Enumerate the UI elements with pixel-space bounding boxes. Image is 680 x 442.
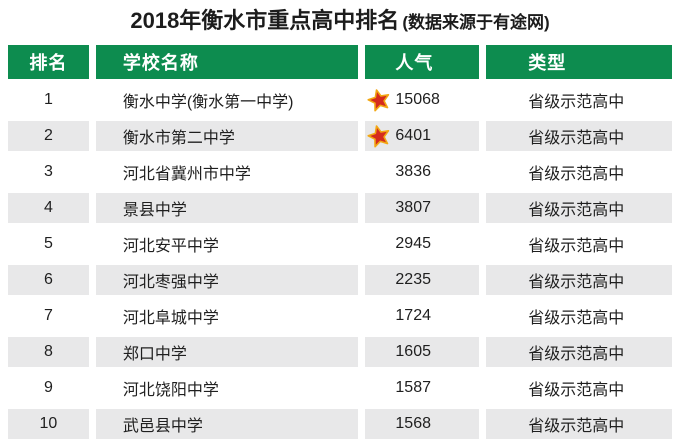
school-type-cell: 省级示范高中 [486,373,672,403]
popularity-cell: 2945 [365,229,480,259]
school-name-cell: 衡水市第二中学 [95,121,359,151]
table-header-row: 排名 学校名称 人气 类型 [8,45,672,79]
rank-cell: 7 [8,301,89,331]
column-header-rank: 排名 [8,45,89,79]
school-name-cell: 河北阜城中学 [95,301,359,331]
popularity-cell: 2235 [365,265,480,295]
popularity-value: 3807 [395,199,431,216]
popularity-cell: 1587 [365,373,480,403]
popularity-value: 1724 [395,307,431,324]
school-name-cell: 景县中学 [95,193,359,223]
popularity-cell: 3836 [365,157,480,187]
table-body: 1 衡水中学(衡水第一中学) 15068 省级示范高中 2 衡水市第二中学 6401 省级示范… [8,85,672,439]
popularity-cell: 15068 [365,85,480,115]
table-row: 2 衡水市第二中学 6401 省级示范高中 [8,121,672,151]
column-header-school: 学校名称 [95,45,359,79]
table-row: 3 河北省冀州市中学 3836 省级示范高中 [8,157,672,187]
table-row: 8 郑口中学 1605 省级示范高中 [8,337,672,367]
rank-cell: 3 [8,157,89,187]
school-name-cell: 河北枣强中学 [95,265,359,295]
popularity-value: 1605 [395,343,431,360]
table-row: 1 衡水中学(衡水第一中学) 15068 省级示范高中 [8,85,672,115]
school-name-cell: 河北饶阳中学 [95,373,359,403]
popularity-cell: 6401 [365,121,480,151]
rank-cell: 9 [8,373,89,403]
rank-cell: 10 [8,409,89,439]
table-row: 10 武邑县中学 1568 省级示范高中 [8,409,672,439]
school-name-cell: 武邑县中学 [95,409,359,439]
table-row: 9 河北饶阳中学 1587 省级示范高中 [8,373,672,403]
popularity-cell: 3807 [365,193,480,223]
rank-cell: 8 [8,337,89,367]
popularity-value: 2235 [395,271,431,288]
school-name-cell: 郑口中学 [95,337,359,367]
popularity-cell: 1724 [365,301,480,331]
popularity-value: 3836 [395,163,431,180]
school-type-cell: 省级示范高中 [486,85,672,115]
ranking-table: 排名 学校名称 人气 类型 1 衡水中学(衡水第一中学) 15068 省级示范高中 2 衡… [8,45,672,439]
popularity-value: 1568 [395,415,431,432]
school-type-cell: 省级示范高中 [486,157,672,187]
school-type-cell: 省级示范高中 [486,193,672,223]
title-main: 2018年衡水市重点高中排名 [130,8,400,33]
rank-cell: 6 [8,265,89,295]
rank-cell: 5 [8,229,89,259]
rank-cell: 1 [8,85,89,115]
school-type-cell: 省级示范高中 [486,265,672,295]
school-type-cell: 省级示范高中 [486,121,672,151]
page-title: 2018年衡水市重点高中排名 (数据来源于有途网) [0,0,680,36]
title-source-note: (数据来源于有途网) [402,13,550,32]
school-type-cell: 省级示范高中 [486,409,672,439]
popularity-value: 6401 [395,127,431,144]
column-header-type: 类型 [486,45,672,79]
table-row: 7 河北阜城中学 1724 省级示范高中 [8,301,672,331]
popularity-cell: 1568 [365,409,480,439]
popularity-value: 15068 [395,91,440,108]
school-type-cell: 省级示范高中 [486,229,672,259]
school-type-cell: 省级示范高中 [486,301,672,331]
table-row: 6 河北枣强中学 2235 省级示范高中 [8,265,672,295]
rank-cell: 2 [8,121,89,151]
popularity-cell: 1605 [365,337,480,367]
table-row: 5 河北安平中学 2945 省级示范高中 [8,229,672,259]
school-name-cell: 河北省冀州市中学 [95,157,359,187]
school-name-cell: 河北安平中学 [95,229,359,259]
star-icon [367,125,390,148]
star-icon [367,89,390,112]
school-name-cell: 衡水中学(衡水第一中学) [95,85,359,115]
column-header-popularity: 人气 [365,45,480,79]
table-row: 4 景县中学 3807 省级示范高中 [8,193,672,223]
popularity-value: 1587 [395,379,431,396]
school-type-cell: 省级示范高中 [486,337,672,367]
rank-cell: 4 [8,193,89,223]
popularity-value: 2945 [395,235,431,252]
